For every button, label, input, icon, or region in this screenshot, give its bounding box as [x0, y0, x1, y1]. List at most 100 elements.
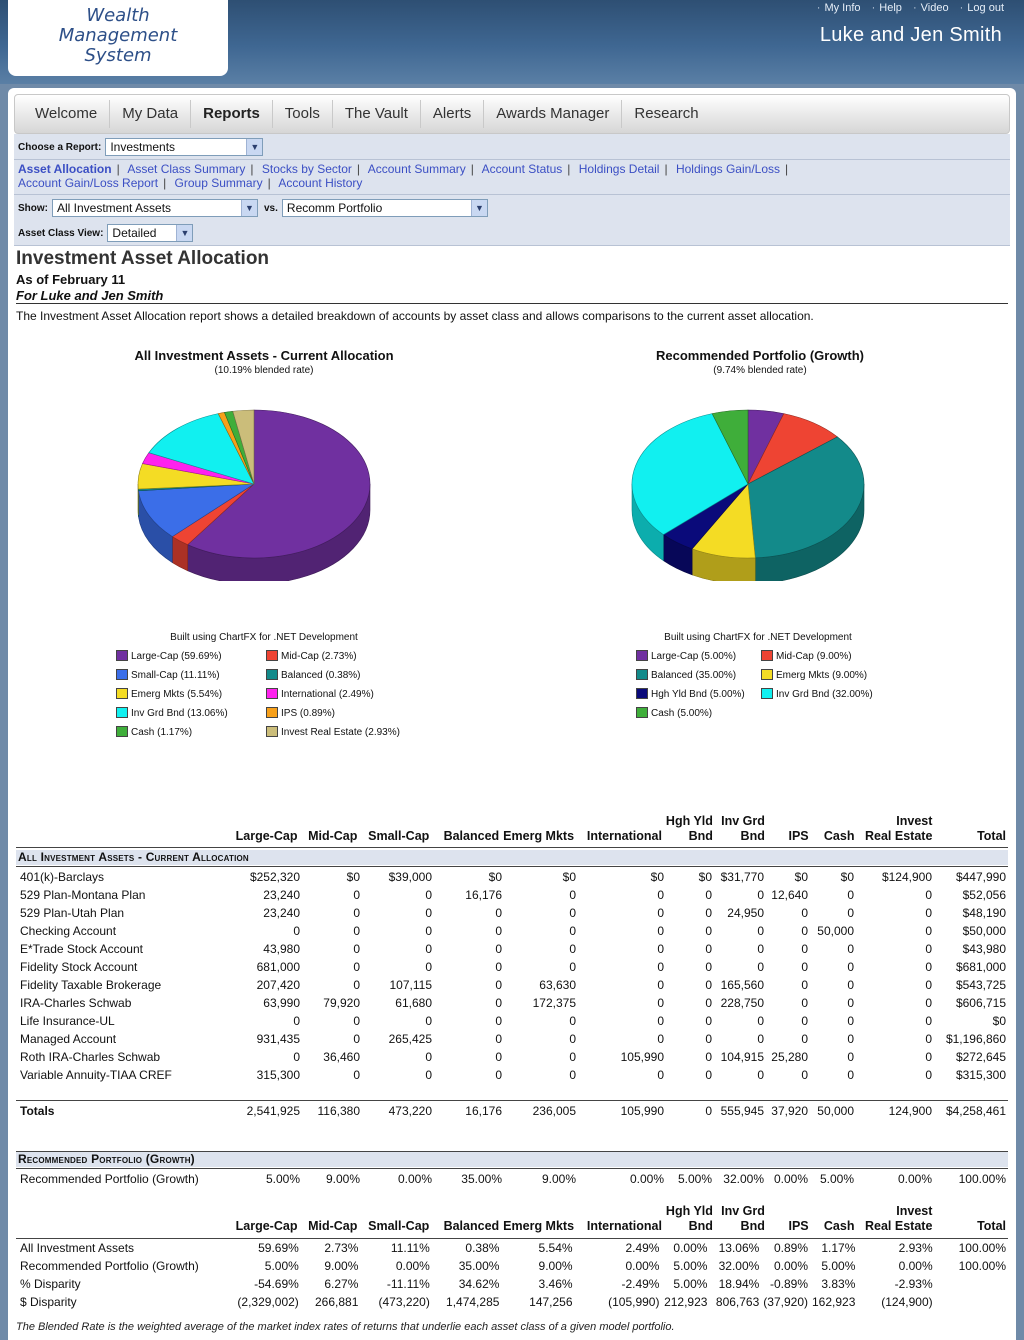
column-header: Cash: [811, 814, 857, 844]
table-cell: 0: [425, 960, 432, 974]
header-row: Large-Cap Mid-Cap Small-Cap Balanced Emerg M…: [16, 1204, 1008, 1234]
table-cell: 59.69%: [258, 1241, 299, 1255]
logo-line: System: [84, 45, 152, 66]
chevron-down-icon[interactable]: ▼: [241, 200, 257, 216]
table-cell: 0: [425, 906, 432, 920]
current-allocation-pie: [137, 409, 371, 581]
row-label: Variable Annuity-TIAA CREF: [20, 1068, 172, 1082]
row-label: Managed Account: [20, 1032, 117, 1046]
column-header-line: [361, 814, 429, 829]
legend-swatch: [761, 669, 773, 680]
tab-the-vault[interactable]: The Vault: [333, 100, 421, 128]
my-info-link[interactable]: My Info: [824, 2, 861, 14]
table-cell: $447,990: [955, 870, 1006, 884]
table-cell: $0: [562, 870, 576, 884]
report-link-account-gain-loss[interactable]: Account Gain/Loss Report: [18, 176, 159, 190]
table-cell: 0: [757, 1068, 764, 1082]
divider: [14, 194, 1010, 195]
logo[interactable]: Wealth Management System: [8, 0, 228, 76]
table-cell: 0: [847, 978, 854, 992]
column-header: Invest Real Estate: [856, 1204, 934, 1234]
table-cell: 105,990: [620, 1050, 664, 1064]
report-link-account-history[interactable]: Account History: [278, 176, 363, 190]
column-header-line: Real Estate: [865, 1219, 933, 1233]
table-cell: 0: [495, 906, 502, 920]
table-cell: $543,725: [955, 978, 1006, 992]
choose-report-select[interactable]: Investments ▼: [105, 138, 264, 156]
video-link[interactable]: Video: [920, 2, 949, 14]
column-header: Small-Cap: [359, 1204, 431, 1234]
column-header-line: Invest: [896, 1204, 933, 1218]
column-header-line: Bnd: [688, 829, 713, 843]
table-cell: 0: [705, 1032, 712, 1046]
table-cell: 931,435: [256, 1032, 300, 1046]
row-label: Recommended Portfolio (Growth): [20, 1172, 199, 1186]
table-cell: 5.54%: [538, 1241, 573, 1255]
report-link-asset-allocation[interactable]: Asset Allocation: [18, 162, 112, 176]
table-row: Life Insurance-UL 0 0 0 0 0 0 0 0 0 0 0 $0: [16, 1012, 1008, 1030]
report-link-holdings-gain-loss[interactable]: Holdings Gain/Loss: [675, 162, 780, 176]
header-row: Large-Cap Mid-Cap Small-Cap Balanced Emerg M…: [16, 814, 1008, 844]
legend-item: Mid-Cap (2.73%): [266, 650, 357, 664]
table-cell: $606,715: [955, 996, 1006, 1010]
table-cell: 32.00%: [718, 1259, 760, 1273]
table-cell: 2.49%: [625, 1241, 660, 1255]
tab-alerts[interactable]: Alerts: [421, 100, 485, 128]
table-cell: 0: [425, 888, 432, 902]
table-cell: $0: [992, 1014, 1006, 1028]
chevron-down-icon[interactable]: ▼: [176, 225, 193, 241]
bullet-icon: ·: [871, 2, 876, 14]
tab-research[interactable]: Research: [634, 105, 699, 122]
asset-class-view-select[interactable]: Detailed ▼: [107, 224, 194, 242]
table-cell: 0: [657, 996, 664, 1010]
report-link-group-summary[interactable]: Group Summary: [174, 176, 263, 190]
legend-item: Small-Cap (11.11%): [116, 669, 220, 683]
chevron-down-icon[interactable]: ▼: [470, 200, 487, 216]
report-link-account-status[interactable]: Account Status: [481, 162, 563, 176]
report-link-stocks-by-sector[interactable]: Stocks by Sector: [261, 162, 352, 176]
table-cell: 23,240: [263, 906, 300, 920]
holdings-table: Large-Cap Mid-Cap Small-Cap Balanced Emerg M…: [16, 814, 1008, 844]
help-link[interactable]: Help: [879, 2, 902, 14]
column-header: Mid-Cap: [299, 814, 359, 844]
report-link-account-summary[interactable]: Account Summary: [367, 162, 466, 176]
column-header-line: [301, 814, 357, 829]
show-select[interactable]: All Investment Assets ▼: [52, 199, 258, 217]
table-cell: 0: [495, 924, 502, 938]
legend-item: Balanced (35.00%): [636, 669, 736, 683]
column-header-line: [433, 814, 499, 829]
table-cell: 0: [425, 942, 432, 956]
tab-my-data[interactable]: My Data: [110, 100, 192, 128]
table-cell: 0: [801, 924, 808, 938]
table-cell: 63,990: [263, 996, 300, 1010]
table-cell: $272,645: [955, 1050, 1006, 1064]
column-header-line: Total: [977, 829, 1006, 843]
table-cell: 3.46%: [538, 1277, 573, 1291]
legend-swatch: [266, 726, 278, 737]
tab-welcome[interactable]: Welcome: [23, 100, 111, 128]
table-cell: 0: [925, 888, 932, 902]
tab-reports[interactable]: Reports: [191, 100, 273, 128]
report-link-asset-class-summary[interactable]: Asset Class Summary: [127, 162, 246, 176]
column-header: International: [576, 814, 664, 844]
legend-label: Inv Grd Bnd (32.00%): [776, 689, 873, 700]
table-cell: 0: [657, 888, 664, 902]
table-cell: 0: [495, 1032, 502, 1046]
logout-link[interactable]: Log out: [967, 2, 1004, 14]
table-cell: 0: [569, 1050, 576, 1064]
table-cell: 236,005: [532, 1104, 576, 1118]
table-cell: 0: [353, 978, 360, 992]
recommended-row: Recommended Portfolio (Growth) 5.00% 9.00%…: [16, 1170, 1008, 1188]
divider: [14, 159, 1010, 160]
report-link-holdings-detail[interactable]: Holdings Detail: [578, 162, 660, 176]
column-header-line: [936, 814, 1006, 829]
table-cell: 5.00%: [673, 1277, 708, 1291]
table-cell: $4,258,461: [945, 1104, 1006, 1118]
chevron-down-icon[interactable]: ▼: [246, 139, 263, 155]
tab-awards-manager[interactable]: Awards Manager: [484, 100, 623, 128]
current-allocation-chart: All Investment Assets - Current Allocati…: [64, 348, 464, 376]
tab-tools[interactable]: Tools: [273, 100, 333, 128]
compare-select[interactable]: Recomm Portfolio ▼: [281, 199, 488, 217]
table-cell: 0: [801, 1032, 808, 1046]
table-cell: 0: [925, 1050, 932, 1064]
